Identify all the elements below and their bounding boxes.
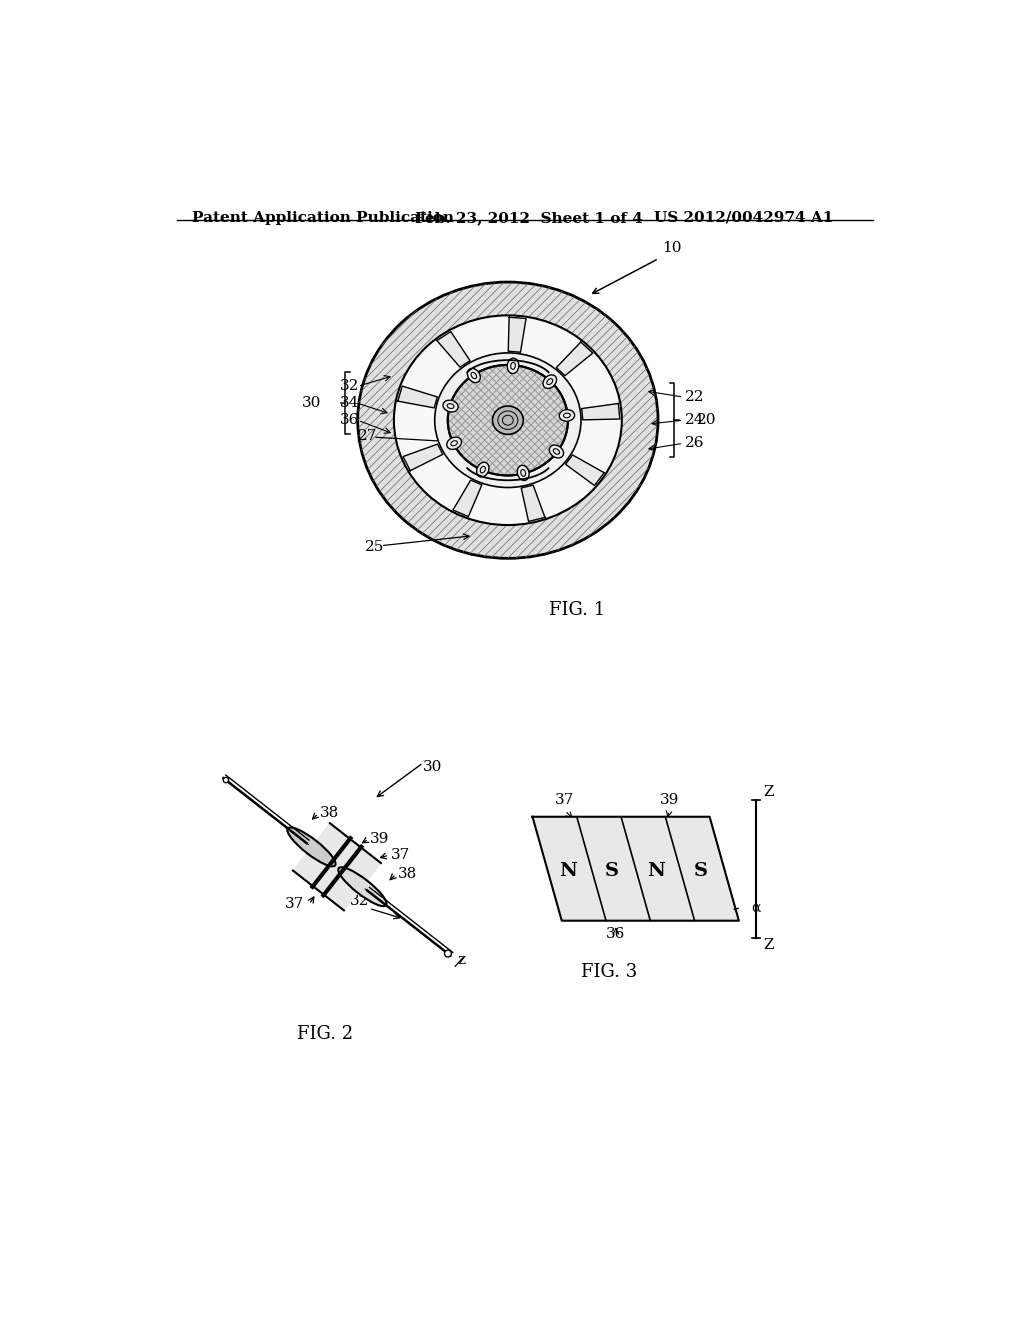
Text: 37: 37 bbox=[285, 898, 304, 911]
Ellipse shape bbox=[517, 466, 529, 480]
Text: 38: 38 bbox=[319, 807, 339, 821]
Text: S: S bbox=[605, 862, 620, 880]
Text: Z: Z bbox=[764, 785, 774, 799]
Polygon shape bbox=[453, 480, 482, 516]
Ellipse shape bbox=[507, 358, 519, 374]
Text: 22: 22 bbox=[685, 391, 705, 404]
Polygon shape bbox=[532, 817, 739, 921]
Ellipse shape bbox=[443, 400, 458, 412]
Text: FIG. 1: FIG. 1 bbox=[549, 601, 605, 619]
Text: 37: 37 bbox=[555, 793, 574, 808]
Polygon shape bbox=[508, 317, 526, 352]
Text: Patent Application Publication: Patent Application Publication bbox=[193, 211, 455, 224]
Text: 10: 10 bbox=[662, 242, 681, 255]
Text: 30: 30 bbox=[302, 396, 322, 411]
Text: US 2012/0042974 A1: US 2012/0042974 A1 bbox=[654, 211, 834, 224]
Text: 26: 26 bbox=[685, 437, 705, 450]
Text: S: S bbox=[693, 862, 708, 880]
Ellipse shape bbox=[357, 282, 658, 558]
Polygon shape bbox=[293, 824, 381, 911]
Text: 37: 37 bbox=[391, 849, 411, 862]
Ellipse shape bbox=[543, 375, 557, 388]
Polygon shape bbox=[582, 404, 620, 420]
Ellipse shape bbox=[223, 777, 228, 783]
Text: N: N bbox=[559, 862, 577, 880]
Text: 24: 24 bbox=[685, 413, 705, 428]
Text: FIG. 2: FIG. 2 bbox=[297, 1024, 353, 1043]
Ellipse shape bbox=[435, 352, 581, 487]
Text: z: z bbox=[458, 953, 465, 968]
Text: FIG. 3: FIG. 3 bbox=[582, 964, 638, 981]
Text: 32: 32 bbox=[350, 894, 370, 908]
Ellipse shape bbox=[559, 409, 574, 421]
Text: Feb. 23, 2012  Sheet 1 of 4: Feb. 23, 2012 Sheet 1 of 4 bbox=[416, 211, 643, 224]
Ellipse shape bbox=[338, 867, 386, 906]
Ellipse shape bbox=[493, 407, 523, 434]
Ellipse shape bbox=[446, 437, 462, 449]
Text: 32: 32 bbox=[340, 379, 359, 393]
Text: 20: 20 bbox=[696, 413, 716, 428]
Ellipse shape bbox=[476, 462, 489, 477]
Polygon shape bbox=[397, 385, 437, 408]
Text: 27: 27 bbox=[357, 429, 377, 442]
Ellipse shape bbox=[549, 445, 563, 458]
Polygon shape bbox=[565, 455, 604, 486]
Text: 38: 38 bbox=[397, 867, 417, 880]
Text: 39: 39 bbox=[371, 832, 390, 846]
Text: Z: Z bbox=[764, 939, 774, 952]
Polygon shape bbox=[403, 444, 442, 471]
Text: 36: 36 bbox=[340, 413, 359, 428]
Ellipse shape bbox=[467, 368, 480, 383]
Text: N: N bbox=[647, 862, 666, 880]
Polygon shape bbox=[521, 486, 545, 521]
Ellipse shape bbox=[288, 828, 336, 866]
Text: 39: 39 bbox=[659, 793, 679, 808]
Polygon shape bbox=[437, 331, 470, 367]
Ellipse shape bbox=[447, 364, 568, 475]
Ellipse shape bbox=[444, 950, 452, 957]
Text: 36: 36 bbox=[606, 927, 626, 941]
Text: α: α bbox=[752, 900, 761, 915]
Polygon shape bbox=[556, 342, 593, 376]
Ellipse shape bbox=[394, 315, 622, 525]
Text: 30: 30 bbox=[423, 760, 442, 774]
Text: 25: 25 bbox=[366, 540, 385, 554]
Text: 34: 34 bbox=[340, 396, 359, 411]
